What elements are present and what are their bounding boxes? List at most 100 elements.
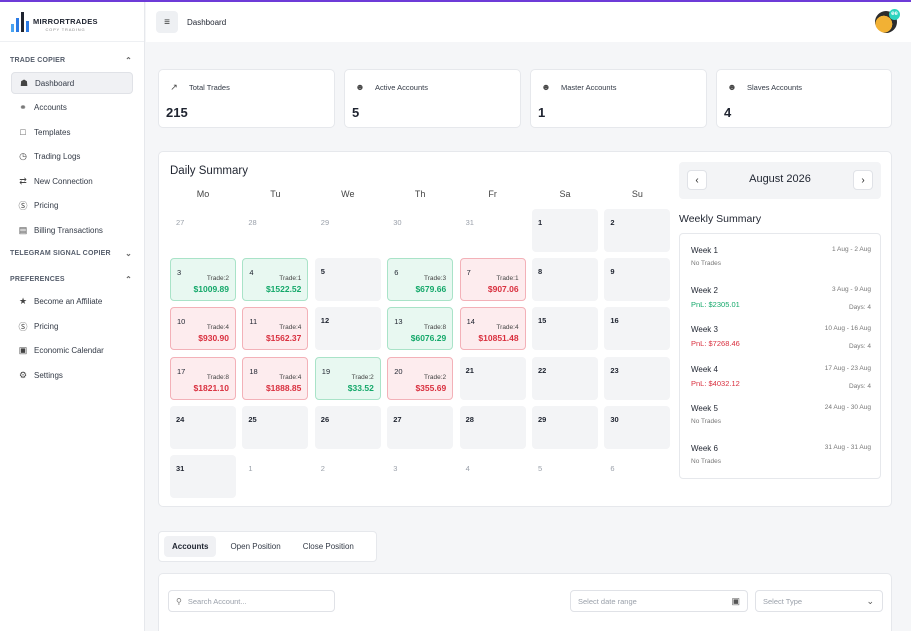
calendar-day-cell[interactable]: 31 xyxy=(170,455,236,498)
day-number: 18 xyxy=(249,366,258,376)
day-trade-count: Trade:1 xyxy=(496,275,519,283)
calendar-day-cell[interactable]: 8 xyxy=(532,258,598,302)
date-range-input[interactable]: Select date range ▣ xyxy=(570,590,748,612)
date-range-placeholder: Select date range xyxy=(578,596,637,606)
day-number: 11 xyxy=(249,317,258,327)
collapse-menu-button[interactable]: ≡ xyxy=(156,11,178,33)
sidebar-item-economic-calendar[interactable]: ▣ Economic Calendar xyxy=(11,340,133,362)
stat-card-slaves-accounts: ☻ Slaves Accounts 4 xyxy=(716,69,892,128)
sidebar-item-pricing[interactable]: Ⓢ Pricing xyxy=(11,195,133,217)
calendar-day-cell[interactable]: 12 xyxy=(314,307,381,351)
calendar-day-cell[interactable]: 9 xyxy=(604,258,671,302)
day-number: 27 xyxy=(176,218,185,227)
day-pnl-amount: $930.90 xyxy=(198,333,229,344)
calendar-day-cell[interactable]: 20 Trade:2 $355.69 xyxy=(387,356,454,400)
calendar-day-cell: 3 xyxy=(387,455,453,498)
calendar-day-cell[interactable]: 18 Trade:4 $1888.85 xyxy=(242,356,309,400)
calendar-day-cell[interactable]: 2 xyxy=(604,209,671,252)
calendar-day-cell[interactable]: 16 xyxy=(604,307,671,351)
tab-open-position[interactable]: Open Position xyxy=(230,542,281,551)
home-icon: ☗ xyxy=(19,77,29,88)
sidebar-item-label: New Connection xyxy=(34,176,93,186)
calendar-day-cell[interactable]: 22 xyxy=(532,356,598,400)
calendar-day-cell[interactable]: 4 Trade:1 $1522.52 xyxy=(242,258,309,302)
sidebar-item-label: Settings xyxy=(34,370,63,380)
day-trade-count: Trade:8 xyxy=(206,373,229,381)
calendar-day-cell[interactable]: 19 Trade:2 $33.52 xyxy=(314,356,381,400)
section-title: TELEGRAM SIGNAL COPIER xyxy=(10,250,111,258)
calendar-day-cell[interactable]: 6 Trade:3 $679.66 xyxy=(387,258,454,302)
avatar-badge: ee xyxy=(889,9,900,20)
sidebar-item-label: Become an Affiliate xyxy=(34,297,103,307)
sidebar-item-label: Templates xyxy=(34,127,71,137)
calendar-day-cell[interactable]: 11 Trade:4 $1562.37 xyxy=(242,307,309,351)
calendar-day-cell[interactable]: 17 Trade:8 $1821.10 xyxy=(170,356,236,400)
tab-accounts[interactable]: Accounts xyxy=(164,536,217,557)
stat-label: Total Trades xyxy=(189,82,230,92)
sidebar-item-new-connection[interactable]: ⇄ New Connection xyxy=(11,170,133,192)
week-days: Days: 4 xyxy=(848,303,871,311)
calendar-day-cell[interactable]: 29 xyxy=(532,405,598,449)
day-trade-count: Trade:4 xyxy=(279,373,302,381)
calendar-day-cell[interactable]: 21 xyxy=(459,356,526,400)
sidebar-item-settings[interactable]: ⚙ Settings xyxy=(11,364,133,386)
dollar-icon: Ⓢ xyxy=(18,321,28,332)
sidebar-item-accounts[interactable]: ⚭ Accounts xyxy=(11,97,133,119)
day-trade-count: Trade:4 xyxy=(206,324,229,332)
sidebar-item-dashboard[interactable]: ☗ Dashboard xyxy=(11,72,133,94)
week-summary: No Trades xyxy=(691,260,721,267)
day-pnl-amount: $10851.48 xyxy=(478,333,519,344)
weekly-summary-item: Week 6 31 Aug - 31 Aug No Trades xyxy=(691,444,871,465)
day-number: 8 xyxy=(538,267,543,277)
section-trade-copier[interactable]: TRADE COPIER ⌃ xyxy=(0,51,144,69)
calendar-day-cell[interactable]: 25 xyxy=(242,405,309,449)
calendar-day-cell[interactable]: 13 Trade:8 $6076.29 xyxy=(387,307,454,351)
week-summary: PnL: $4032.12 xyxy=(691,378,740,388)
day-number: 21 xyxy=(465,365,474,375)
day-number: 29 xyxy=(320,218,330,227)
search-input[interactable]: ⚲ Search Account... xyxy=(168,590,335,612)
section-preferences[interactable]: PREFERENCES ⌃ xyxy=(0,271,144,289)
calendar-day-cell[interactable]: 27 xyxy=(387,405,454,449)
sidebar-item-templates[interactable]: □ Templates xyxy=(11,121,133,143)
calendar-day-cell[interactable]: 26 xyxy=(314,405,381,449)
calendar-day-cell[interactable]: 10 Trade:4 $930.90 xyxy=(170,307,236,351)
sidebar-item-pricing-2[interactable]: Ⓢ Pricing xyxy=(11,315,133,337)
sidebar-item-billing-transactions[interactable]: ▤ Billing Transactions xyxy=(11,220,133,242)
calendar-day-cell[interactable]: 5 xyxy=(314,258,381,302)
logo[interactable]: MIRRORTRADES COPY TRADING xyxy=(0,2,144,42)
calendar-day-cell: 1 xyxy=(242,455,308,498)
month-navigator: ‹ August 2026 › xyxy=(679,162,881,199)
day-pnl-amount: $907.06 xyxy=(487,284,519,295)
calendar-day-cell[interactable]: 3 Trade:2 $1009.89 xyxy=(170,258,236,302)
calendar-day-cell[interactable]: 23 xyxy=(604,356,671,400)
calendar-day-cell[interactable]: 14 Trade:4 $10851.48 xyxy=(459,307,526,351)
day-trade-count: Trade:3 xyxy=(424,275,447,283)
avatar[interactable]: ee xyxy=(875,9,900,33)
sidebar-item-trading-logs[interactable]: ◷ Trading Logs xyxy=(11,146,133,168)
calendar-icon: ▣ xyxy=(18,345,28,356)
day-pnl-amount: $1888.85 xyxy=(265,382,302,393)
day-number: 3 xyxy=(393,464,398,473)
sidebar-item-label: Dashboard xyxy=(35,78,75,88)
sidebar-item-become-affiliate[interactable]: ★ Become an Affiliate xyxy=(11,291,133,313)
calendar-day-cell[interactable]: 30 xyxy=(604,405,671,449)
type-select[interactable]: Select Type ⌄ xyxy=(755,590,883,612)
calendar-day-cell[interactable]: 28 xyxy=(459,405,526,449)
day-trade-count: Trade:2 xyxy=(351,373,374,381)
section-telegram-signal-copier[interactable]: TELEGRAM SIGNAL COPIER ⌄ xyxy=(0,245,144,263)
calendar-day-cell[interactable]: 1 xyxy=(532,209,598,252)
weekday-label: Th xyxy=(414,189,426,199)
weekly-summary-item: Week 3 10 Aug - 16 Aug PnL: $7268.46 Days: … xyxy=(691,325,871,350)
calendar-day-cell[interactable]: 15 xyxy=(532,307,598,351)
calendar-day-cell[interactable]: 7 Trade:1 $907.06 xyxy=(459,258,526,302)
search-icon: ⚲ xyxy=(176,596,182,606)
week-name: Week 3 xyxy=(691,325,718,334)
calendar-day-cell: 4 xyxy=(460,455,526,498)
tab-close-position[interactable]: Close Position xyxy=(302,542,354,551)
next-month-button[interactable]: › xyxy=(853,170,873,190)
calendar-day-cell[interactable]: 24 xyxy=(170,405,236,449)
day-number: 30 xyxy=(610,414,619,424)
top-bar: ≡ Dashboard ee xyxy=(146,2,911,42)
prev-month-button[interactable]: ‹ xyxy=(687,170,707,190)
